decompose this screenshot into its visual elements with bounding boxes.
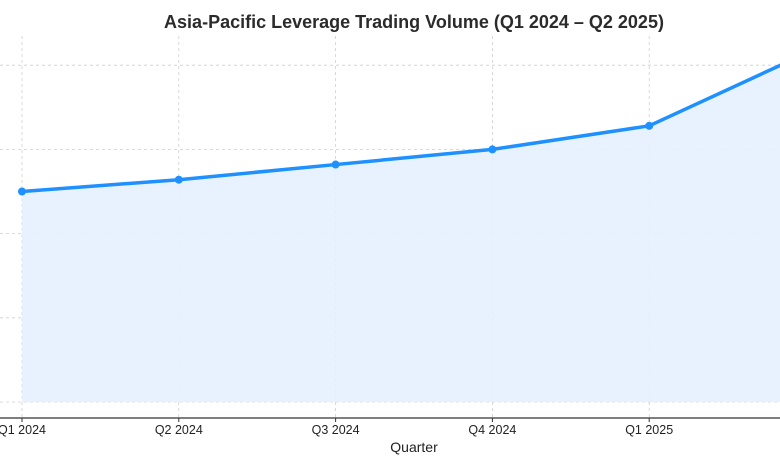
x-axis-label: Quarter bbox=[390, 439, 438, 455]
x-tick-label: Q1 2024 bbox=[0, 423, 46, 437]
chart-title: Asia-Pacific Leverage Trading Volume (Q1… bbox=[164, 12, 664, 32]
data-point-q1-2025 bbox=[645, 121, 654, 130]
x-tick-label: Q3 2024 bbox=[312, 423, 360, 437]
x-tick-label: Q1 2025 bbox=[625, 423, 673, 437]
area-fill bbox=[22, 65, 780, 402]
data-point-q1-2024 bbox=[18, 187, 26, 196]
data-point-q2-2024 bbox=[174, 175, 183, 184]
data-point-q3-2024 bbox=[331, 160, 340, 169]
data-point-q4-2024 bbox=[488, 145, 497, 154]
x-tick-label: Q2 2024 bbox=[155, 423, 203, 437]
x-tick-label: Q4 2024 bbox=[468, 423, 516, 437]
series-line bbox=[21, 63, 780, 194]
points-layer bbox=[18, 121, 654, 196]
